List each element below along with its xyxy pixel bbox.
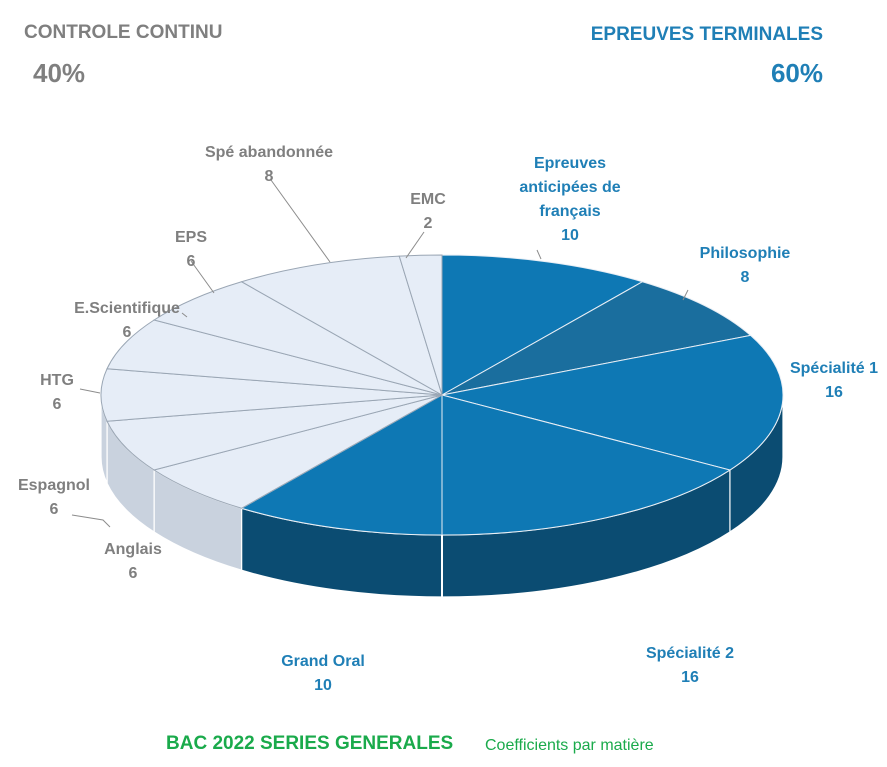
pie-slice-epreuves-anticipees-de-francais xyxy=(441,254,644,396)
value-label-anglais: 6 xyxy=(129,565,138,582)
pie-top xyxy=(100,254,784,597)
slice-label-specialite-1: Spécialité 1 xyxy=(790,360,878,377)
pie-slice-grand-oral xyxy=(240,394,443,536)
slice-label-grand-oral: Grand Oral xyxy=(281,653,365,670)
slice-label-emc: EMC xyxy=(410,191,446,208)
pie-slice-specialite-1 xyxy=(441,334,784,471)
chart-title: BAC 2022 SERIES GENERALES xyxy=(166,733,454,754)
slice-label-epreuves-anticipees-de-francais: français xyxy=(539,203,600,220)
slice-label-eps: EPS xyxy=(175,229,207,246)
pie-slice-e-scientifique xyxy=(106,319,443,396)
slice-label-spe-abandonnee: Spé abandonnée xyxy=(205,144,333,161)
pie-slice-anglais xyxy=(152,394,443,509)
slice-label-philosophie: Philosophie xyxy=(700,245,791,262)
pie-slice-emc xyxy=(398,254,443,396)
epreuves-terminales-percent: 60% xyxy=(770,58,823,88)
slice-labels: Epreuves anticipées de français 10 Philosoph… xyxy=(18,144,878,694)
value-label-philosophie: 8 xyxy=(741,269,750,286)
pie-slice-philosophie xyxy=(441,281,752,396)
slice-label-specialite-2: Spécialité 2 xyxy=(646,645,734,662)
leader-line-espagnol xyxy=(71,514,111,528)
controle-continu-percent: 40% xyxy=(33,58,86,88)
pie-slice-specialite-2 xyxy=(441,394,732,536)
leader-line-e-scientifique xyxy=(181,312,188,318)
chart-subtitle: Coefficients par matière xyxy=(485,737,654,754)
leader-line-emc xyxy=(405,231,425,259)
value-label-spe-abandonnee: 8 xyxy=(265,168,274,185)
slice-label-e-scientifique: E.Scientifique xyxy=(74,300,180,317)
pie-slice-eps xyxy=(152,281,443,396)
leader-line-htg xyxy=(79,388,101,394)
value-label-htg: 6 xyxy=(53,396,62,413)
slice-label-epreuves-anticipees-de-francais: Epreuves xyxy=(534,155,606,172)
slice-label-anglais: Anglais xyxy=(104,541,162,558)
controle-continu-title: CONTROLE CONTINU xyxy=(24,22,223,43)
value-label-emc: 2 xyxy=(424,215,433,232)
pie-slice-spe-abandonnee xyxy=(240,255,443,397)
pie-slice-espagnol xyxy=(106,394,443,471)
leader-lines xyxy=(71,179,689,528)
value-label-specialite-2: 16 xyxy=(681,669,699,686)
pie-slice-htg xyxy=(100,368,443,422)
epreuves-terminales-title: EPREUVES TERMINALES xyxy=(590,24,823,45)
value-label-eps: 6 xyxy=(187,253,196,270)
leader-line-philosophie xyxy=(682,289,689,301)
value-label-epreuves-anticipees-de-francais: 10 xyxy=(561,227,579,244)
leader-line-spe-abandonnee xyxy=(270,179,331,263)
value-label-espagnol: 6 xyxy=(50,501,59,518)
value-label-specialite-1: 16 xyxy=(825,384,843,401)
slice-label-epreuves-anticipees-de-francais: anticipées de xyxy=(519,179,620,196)
value-label-grand-oral: 10 xyxy=(314,677,332,694)
leader-line-epreuves-anticipees-de-francais xyxy=(536,249,542,260)
slice-label-espagnol: Espagnol xyxy=(18,477,90,494)
leader-line-eps xyxy=(190,260,215,294)
slice-label-htg: HTG xyxy=(40,372,74,389)
value-label-e-scientifique: 6 xyxy=(123,324,132,341)
